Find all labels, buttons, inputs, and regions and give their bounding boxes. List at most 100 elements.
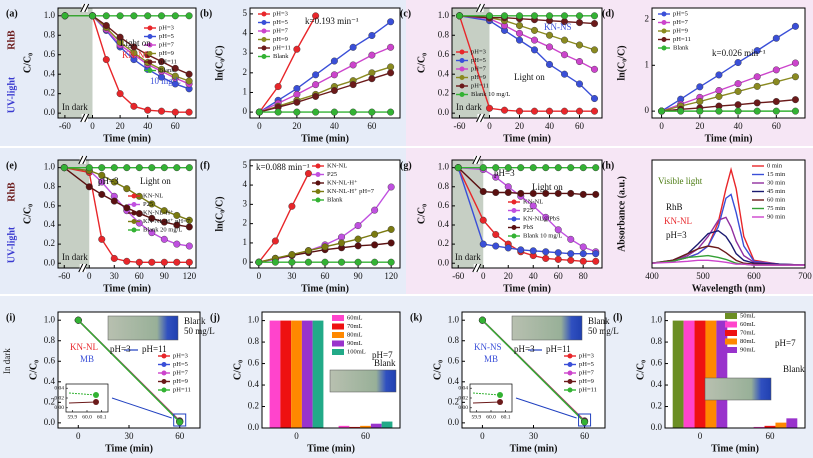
plot-frame (651, 159, 806, 269)
marker (130, 102, 138, 110)
legend-label: pH=9 (273, 36, 288, 43)
axis-break-gap (81, 114, 88, 122)
marker (110, 178, 118, 186)
marker (173, 164, 181, 172)
marker (330, 71, 338, 79)
marker (561, 36, 569, 44)
x-tick-label: 60 (575, 121, 585, 131)
annotation: Light on (140, 176, 171, 186)
marker (561, 70, 569, 78)
legend-marker (315, 189, 321, 194)
x-tick-label: 400 (645, 271, 659, 281)
series-line (258, 15, 317, 113)
legend-marker (567, 387, 573, 393)
marker (516, 29, 524, 37)
y-tick-label: 0.6 (438, 200, 450, 210)
legend-swatch (725, 321, 737, 328)
legend-label: 15 min (767, 171, 786, 178)
marker (110, 254, 118, 262)
legend-marker (567, 362, 573, 367)
zoom-arrow (515, 397, 577, 419)
legend-label: Blank 10 mg/L (471, 91, 510, 98)
legend-label: 80mL (347, 331, 363, 338)
marker (516, 22, 524, 30)
marker (479, 216, 487, 224)
annotation: (f) (200, 160, 210, 171)
y-tick-label: 0.4 (438, 219, 450, 229)
inset-trace (68, 401, 97, 404)
y-tick-label: 2 (243, 218, 248, 228)
inset-x-tick-label: 60.1 (97, 414, 107, 420)
y-tick-label: 0.2 (44, 396, 55, 406)
marker (148, 214, 156, 222)
legend-label: 100mL (347, 348, 366, 355)
x-tick-label: 60 (367, 121, 377, 131)
marker (171, 12, 179, 20)
marker (387, 69, 395, 77)
marker (772, 107, 780, 115)
y-tick-label: 5 (243, 160, 248, 170)
y-tick-label: 0.4 (44, 219, 56, 229)
x-tick-label: 60 (772, 121, 782, 131)
bar (338, 425, 350, 428)
marker (371, 258, 379, 266)
zoom-box (173, 413, 187, 427)
y-axis-label: C/C₀ (22, 204, 33, 224)
inset-x-tick-label: 60.1 (501, 414, 511, 420)
bar (280, 320, 292, 428)
legend-label: 60mL (740, 321, 756, 328)
legend-label: KN-NL-H⁺ pH=7 (327, 188, 375, 195)
bar (381, 421, 393, 428)
x-tick-label: 60 (554, 271, 564, 281)
marker (110, 197, 118, 205)
annotation: (k) (410, 312, 422, 323)
inset-dot (497, 392, 503, 398)
legend-marker (459, 75, 465, 80)
legend-label: KN-NL-H⁺ (143, 209, 174, 216)
y-axis-label: C/C₀ (416, 53, 427, 73)
marker (288, 202, 296, 210)
marker (753, 47, 761, 55)
annotation: In dark (455, 252, 481, 262)
legend-marker (459, 92, 465, 97)
x-axis-label: Time (min) (301, 283, 349, 294)
x-tick-label: 60 (580, 431, 590, 441)
series-line (258, 173, 310, 263)
x-tick-label: -60 (58, 271, 70, 281)
plot-frame (249, 7, 401, 119)
vial-photo (329, 369, 397, 393)
marker (98, 190, 106, 198)
marker (102, 56, 110, 64)
legend-label: 60mL (347, 314, 363, 321)
marker (157, 12, 165, 20)
legend-label: pH=5 (471, 57, 486, 64)
marker (130, 12, 138, 20)
axis-break (476, 263, 482, 273)
marker (349, 61, 357, 69)
plot-frame (249, 159, 401, 269)
x-tick-label: 60 (766, 431, 776, 441)
legend-label: pH=3 (173, 352, 188, 359)
bar (753, 426, 765, 428)
legend-marker (147, 25, 153, 31)
axis-break (78, 155, 84, 165)
x-tick-label: 30 (529, 431, 539, 441)
bar (786, 418, 798, 428)
y-tick-label: 0.2 (651, 401, 662, 411)
y-tick-label: 1 (243, 237, 248, 247)
annotation: pH=7 (775, 338, 796, 348)
legend-marker (261, 37, 267, 42)
plot-frame (451, 159, 603, 269)
marker (102, 22, 110, 30)
annotation: pH=3 (666, 230, 687, 240)
legend-marker (459, 49, 465, 55)
marker (576, 41, 584, 49)
y-tick-label: 0.6 (448, 355, 460, 365)
marker (486, 104, 494, 112)
x-tick-label: 120 (183, 271, 197, 281)
bar (694, 320, 706, 428)
vial-photo (107, 315, 179, 341)
legend-marker (261, 54, 267, 59)
marker (531, 107, 539, 115)
inset-x-tick-label: 59.9 (67, 414, 77, 420)
